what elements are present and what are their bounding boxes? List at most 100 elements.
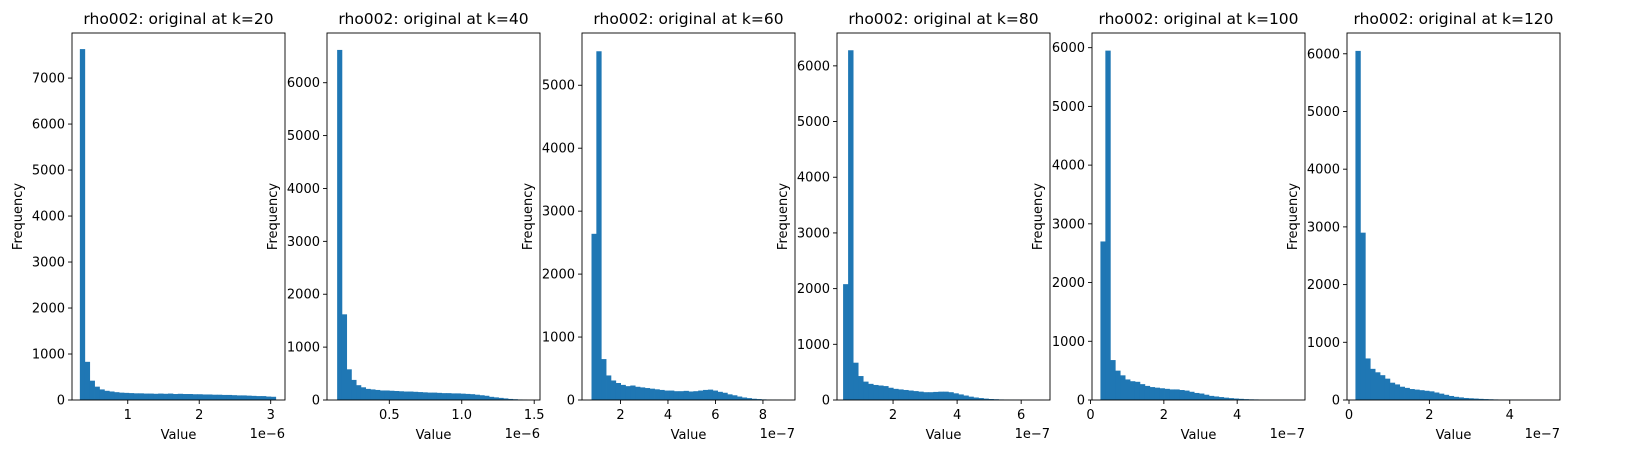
- histogram-bar: [606, 375, 612, 400]
- histogram-bar: [1159, 388, 1165, 400]
- histogram-bar: [138, 393, 144, 400]
- x-axis-label: Value: [161, 428, 197, 443]
- histogram-bar: [673, 391, 680, 400]
- histogram-bar: [1399, 386, 1405, 400]
- histogram-bar: [591, 233, 597, 400]
- histogram-bar: [903, 389, 909, 400]
- y-tick-label: 5000: [287, 129, 320, 144]
- histogram-bar: [863, 381, 869, 400]
- histogram-bar: [1174, 389, 1180, 400]
- histogram-bar: [1184, 390, 1190, 400]
- histogram-bar: [379, 390, 385, 400]
- histogram-bar: [1419, 390, 1425, 400]
- y-tick-label: 4000: [32, 210, 65, 225]
- histogram-bar: [1438, 393, 1445, 400]
- histogram-bar: [104, 390, 110, 400]
- y-tick-label: 6000: [797, 59, 830, 74]
- histogram-bar: [928, 392, 934, 400]
- histogram-bar: [216, 394, 223, 400]
- histogram-bar: [370, 389, 376, 400]
- histogram-bar: [898, 389, 904, 400]
- x-tick-label: 4: [1506, 408, 1514, 423]
- histogram-bar: [938, 391, 944, 400]
- histogram-bar: [958, 394, 964, 400]
- histogram-bar: [89, 380, 95, 400]
- subplot-4: 2 4 6 0 1000 2000 3000 4000 5000 6000 rho002: orig…: [776, 10, 1051, 443]
- histogram-bar: [1213, 396, 1220, 400]
- histogram-bar: [212, 394, 218, 400]
- histogram-bar: [1218, 397, 1225, 400]
- histogram-bar: [1458, 397, 1464, 400]
- histogram-bar: [1404, 387, 1410, 400]
- histogram-bar: [1384, 378, 1391, 400]
- y-axis-label: Frequency: [11, 183, 26, 250]
- axes-frame: [836, 32, 1051, 401]
- y-tick-label: 4000: [287, 182, 320, 197]
- histogram-bar: [1100, 241, 1106, 400]
- x-tick-label: 0: [1086, 408, 1094, 423]
- histogram-bar: [601, 359, 607, 400]
- histogram-bar: [843, 284, 849, 400]
- x-axis-label: Value: [1181, 428, 1217, 443]
- subplot-3: 2 4 6 8 0 1000 2000 3000 4000 5000 rho002: origina…: [521, 10, 796, 443]
- histogram-bar: [99, 389, 105, 400]
- histogram-bar: [1189, 391, 1195, 400]
- histogram-bar: [654, 389, 660, 400]
- histogram-bar: [84, 361, 91, 400]
- histogram-bar: [489, 396, 495, 400]
- histogram-bar: [389, 390, 395, 400]
- x-offset-text: 1e−7: [1270, 427, 1305, 442]
- histogram-bar: [337, 49, 343, 401]
- histogram-bar: [1164, 388, 1170, 400]
- y-tick-label: 4000: [1052, 159, 1085, 174]
- histogram-bar: [1389, 382, 1396, 400]
- chart-title: rho002: original at k=60: [593, 10, 783, 28]
- histogram-bar: [403, 391, 409, 400]
- y-tick-label: 0: [1332, 394, 1340, 409]
- histogram-bar: [398, 391, 404, 400]
- histogram-bar: [163, 393, 169, 400]
- histogram-bar: [1139, 384, 1146, 400]
- histogram-bar: [640, 387, 646, 400]
- histogram-bar: [1120, 375, 1126, 400]
- histogram-bar: [270, 396, 277, 400]
- histogram-bar: [375, 389, 381, 400]
- histogram-bar: [943, 391, 949, 400]
- histogram-bar: [893, 388, 899, 400]
- histogram-bar: [1134, 381, 1141, 400]
- histogram-bar: [1473, 398, 1479, 400]
- histogram-bar: [1233, 398, 1239, 400]
- histogram-bar: [394, 391, 400, 400]
- y-tick-label: 0: [567, 394, 575, 409]
- subplot-5: 0 2 4 0 1000 2000 3000 4000 5000 6000 rho002: orig…: [1031, 10, 1306, 443]
- histogram-bar: [1154, 387, 1160, 400]
- histogram-bar: [256, 396, 262, 400]
- histogram-bar: [1365, 358, 1371, 400]
- histogram-bar: [873, 384, 879, 400]
- axes-frame: [581, 32, 796, 401]
- histogram-bar: [1115, 370, 1121, 400]
- y-tick-label: 6000: [1307, 47, 1340, 62]
- y-tick-label: 4000: [542, 142, 575, 157]
- y-tick-label: 3000: [32, 256, 65, 271]
- histogram-bar: [968, 396, 974, 400]
- x-axis-label: Value: [671, 428, 707, 443]
- histogram-bar: [737, 396, 743, 400]
- histogram-bar: [933, 391, 939, 400]
- histogram-bar: [451, 393, 457, 400]
- histogram-bar: [1448, 395, 1455, 400]
- histogram-bar: [128, 393, 135, 400]
- histogram-bar: [1144, 385, 1151, 400]
- histogram-bar: [460, 393, 466, 400]
- histogram-bar: [883, 386, 889, 400]
- histogram-bar: [79, 49, 86, 400]
- histogram-bar: [341, 314, 348, 400]
- histogram-bar: [703, 389, 709, 400]
- histogram-bar: [351, 379, 357, 400]
- histogram-bar: [615, 383, 621, 400]
- histogram-bar: [988, 399, 994, 400]
- x-offset-text: 1e−7: [1015, 427, 1050, 442]
- histogram-bar: [133, 393, 140, 400]
- histogram-bar: [384, 390, 390, 400]
